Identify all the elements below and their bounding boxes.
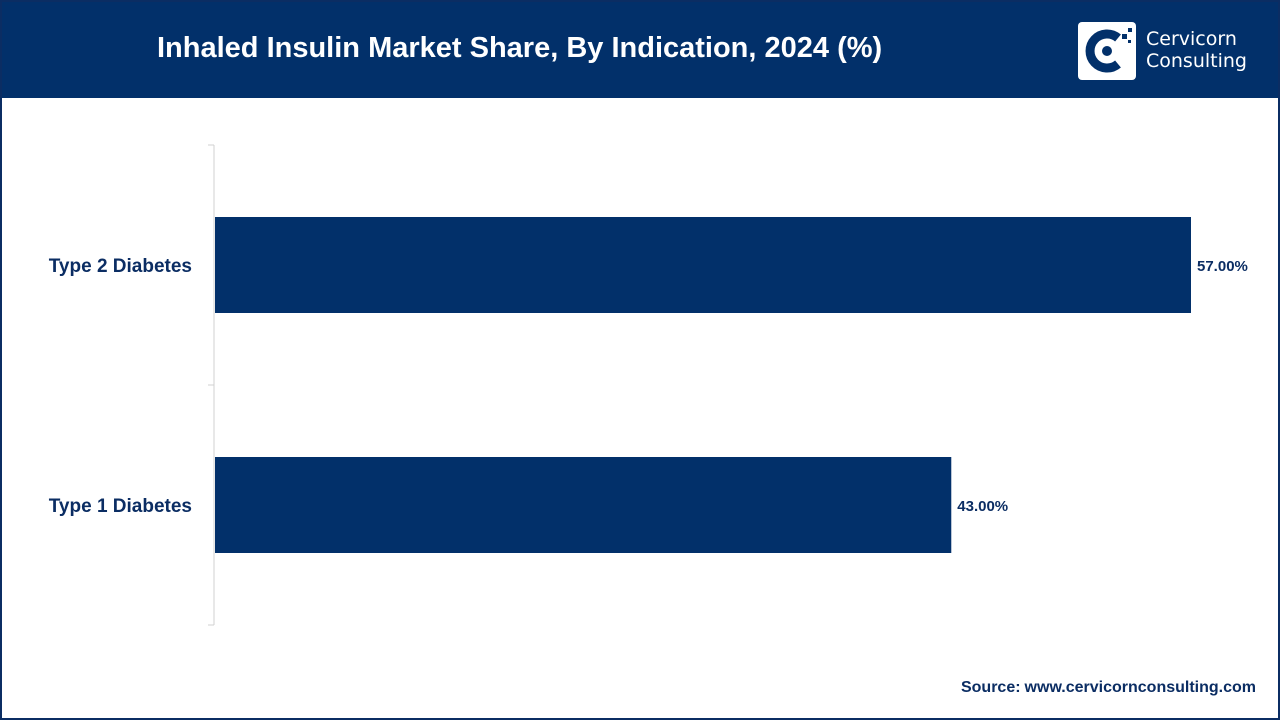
category-label-1: Type 1 Diabetes <box>49 496 192 517</box>
data-label-0: 57.00% <box>1197 258 1248 275</box>
cervicorn-c-logo-icon <box>1078 22 1136 80</box>
category-label-0: Type 2 Diabetes <box>49 256 192 277</box>
logo-text-line1: Cervicorn <box>1146 28 1237 50</box>
source-url: www.cervicornconsulting.com <box>1024 679 1256 696</box>
bar-1 <box>215 457 952 553</box>
source-label: Source: <box>960 679 1021 696</box>
source-note: Source: www.cervicornconsulting.com <box>961 679 1256 697</box>
header-banner: Inhaled Insulin Market Share, By Indicat… <box>2 2 1278 98</box>
chart-title: Inhaled Insulin Market Share, By Indicat… <box>157 32 883 64</box>
company-logo: Cervicorn Consulting <box>1078 20 1268 82</box>
logo-text-line2: Consulting <box>1146 50 1247 72</box>
bar-chart: Type 2 Diabetes 57.00% Type 1 Diabetes 43.0… <box>49 144 1248 626</box>
data-label-1: 43.00% <box>957 498 1008 515</box>
bar-0 <box>215 217 1191 313</box>
